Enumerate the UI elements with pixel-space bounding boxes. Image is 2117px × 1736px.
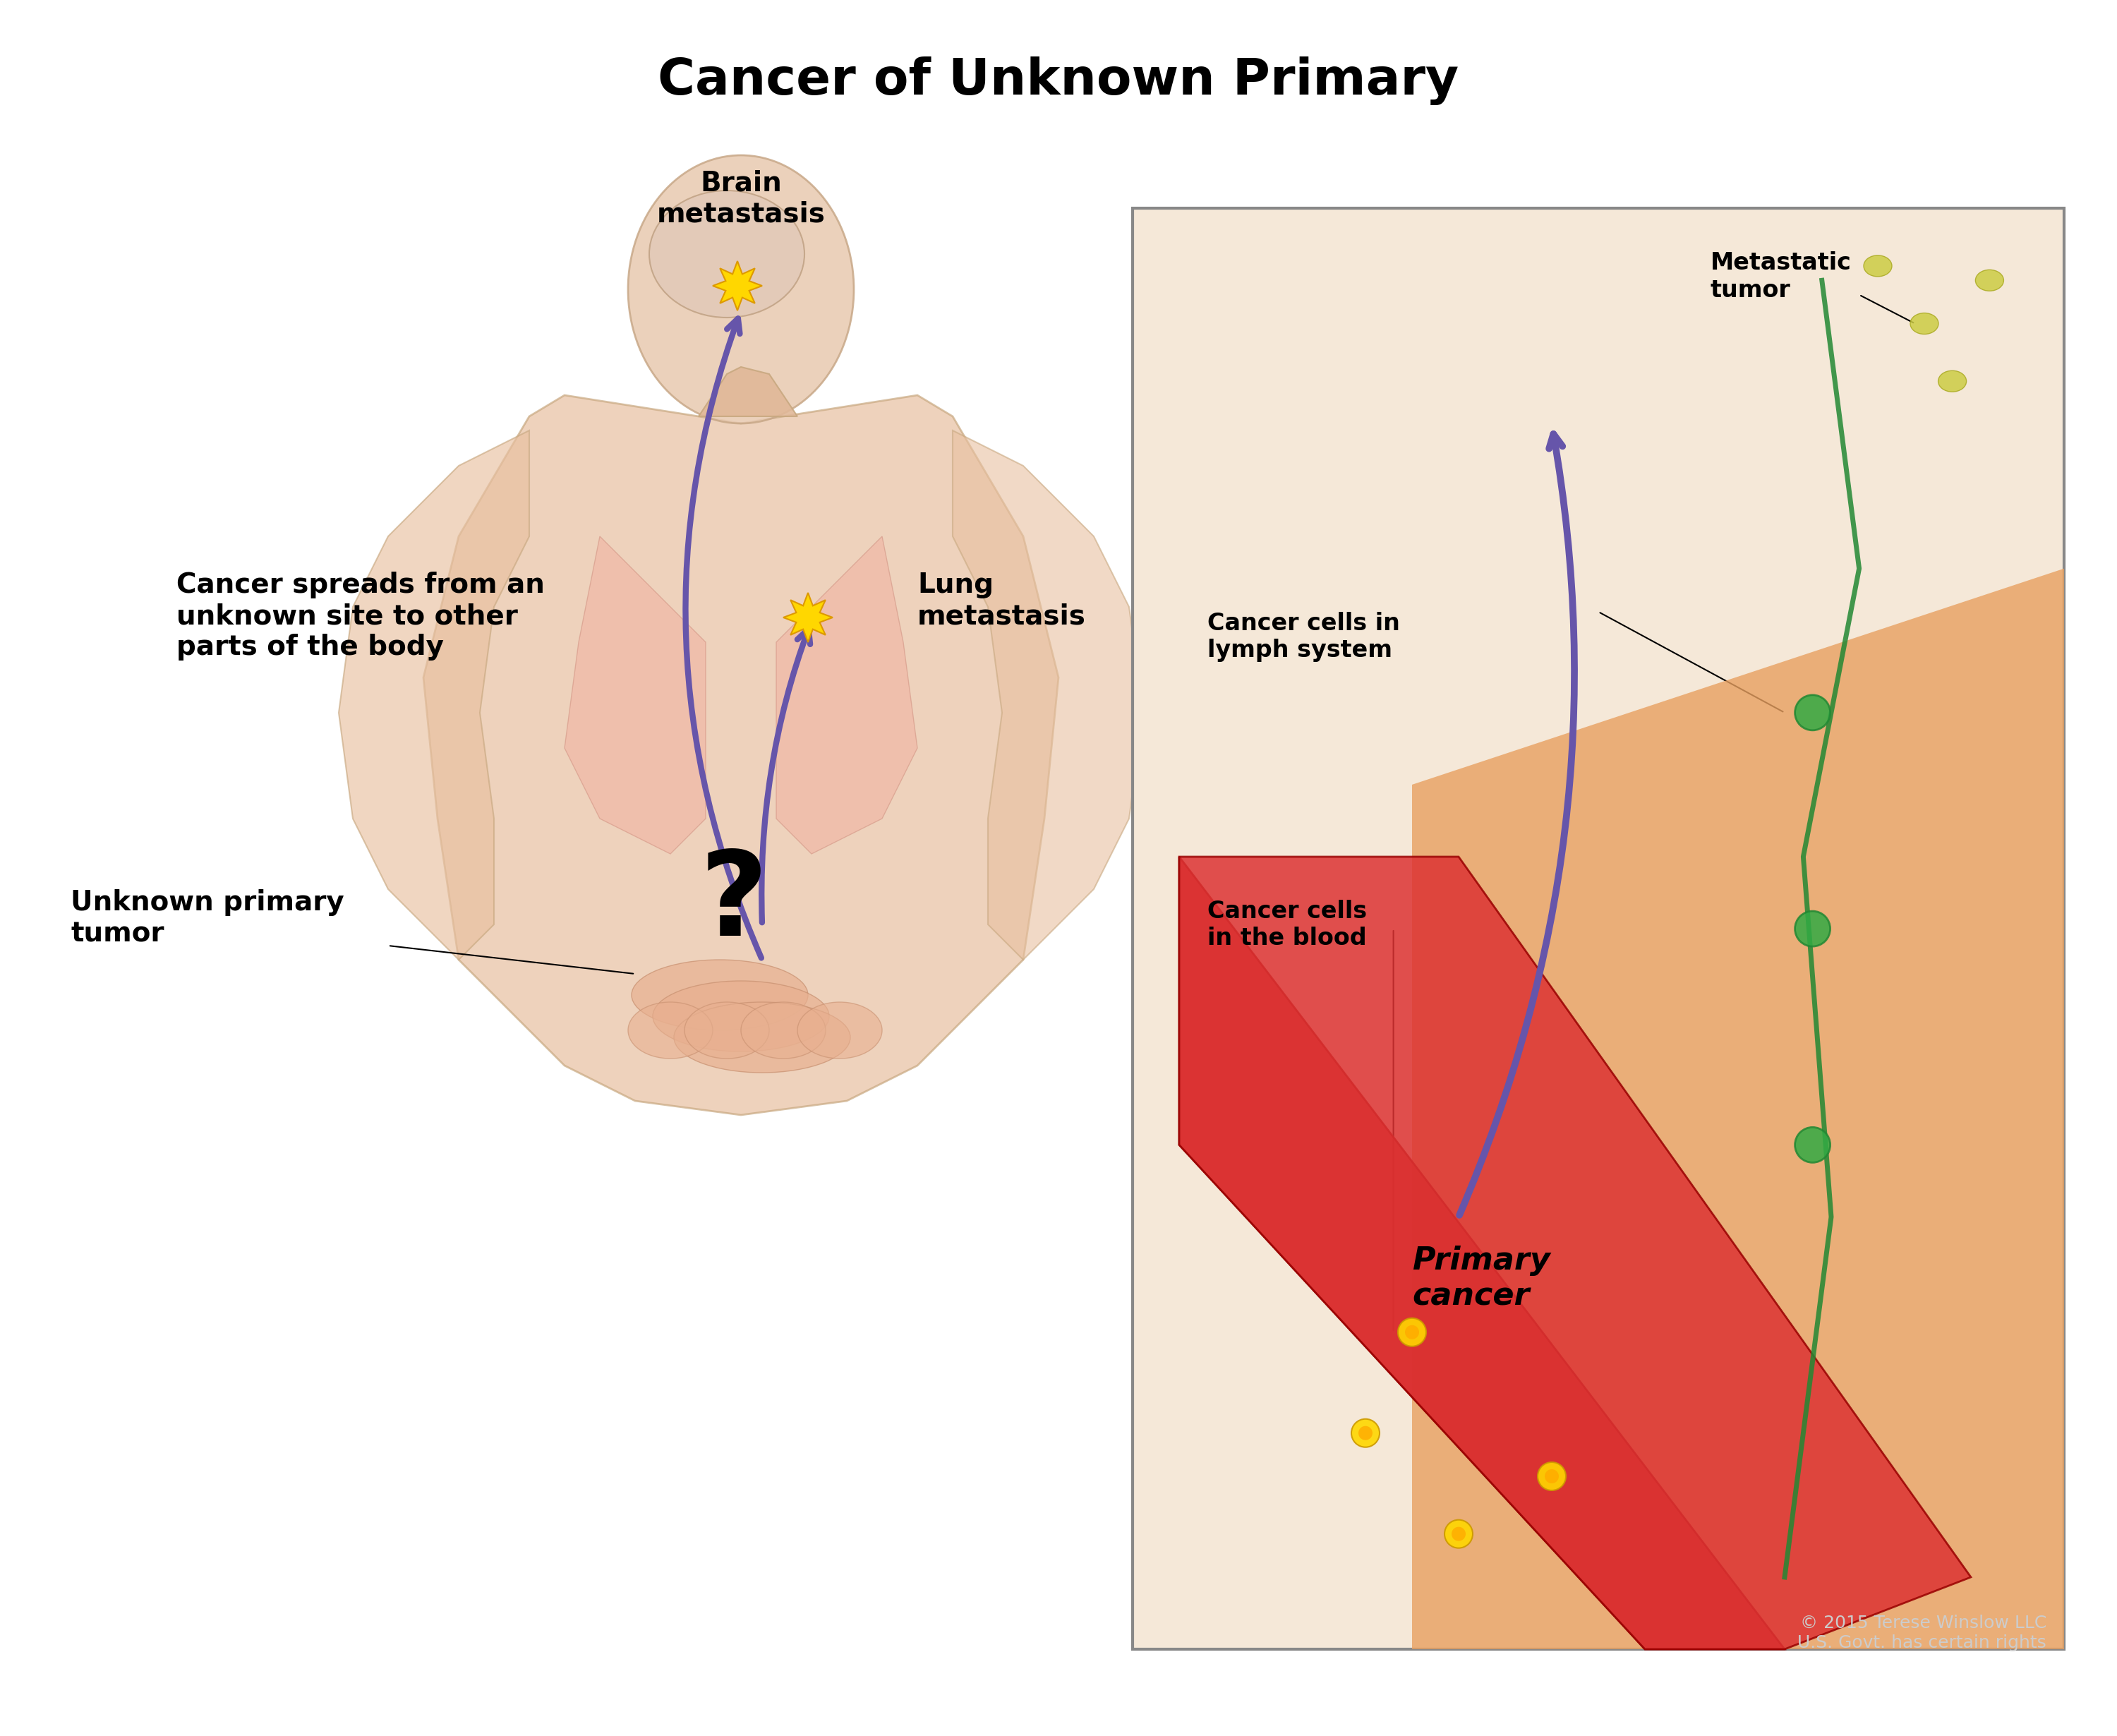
Circle shape [1452,1528,1465,1542]
Polygon shape [783,592,832,642]
Text: Metastatic
tumor: Metastatic tumor [1711,252,1850,302]
Ellipse shape [650,191,804,318]
FancyArrowPatch shape [1459,434,1575,1215]
Circle shape [1351,1418,1380,1448]
Ellipse shape [631,960,809,1029]
Polygon shape [1179,858,1785,1649]
Text: ?: ? [701,845,768,960]
Ellipse shape [1939,372,1967,392]
Ellipse shape [629,155,853,424]
Text: Primary
cancer: Primary cancer [1412,1246,1550,1311]
Text: Lung
metastasis: Lung metastasis [917,571,1086,630]
Circle shape [1795,911,1831,946]
Circle shape [1406,1325,1418,1338]
Polygon shape [713,260,762,311]
FancyArrowPatch shape [762,628,811,922]
Circle shape [1795,694,1831,731]
Ellipse shape [629,1002,713,1059]
Text: Unknown primary
tumor: Unknown primary tumor [70,889,345,948]
Polygon shape [777,536,917,854]
Text: Cancer cells in
lymph system: Cancer cells in lymph system [1207,611,1399,661]
Ellipse shape [1910,312,1939,333]
Text: Cancer spreads from an
unknown site to other
parts of the body: Cancer spreads from an unknown site to o… [176,571,544,660]
Polygon shape [1179,858,1971,1649]
Text: © 2015 Terese Winslow LLC
U.S. Govt. has certain rights: © 2015 Terese Winslow LLC U.S. Govt. has… [1797,1614,2047,1651]
Circle shape [1795,1127,1831,1163]
Ellipse shape [741,1002,826,1059]
Circle shape [1359,1425,1372,1441]
Ellipse shape [673,1002,851,1073]
Ellipse shape [798,1002,883,1059]
Text: Cancer of Unknown Primary: Cancer of Unknown Primary [658,57,1459,106]
FancyArrowPatch shape [686,318,762,958]
Polygon shape [423,396,1058,1115]
Polygon shape [1412,569,2064,1649]
FancyBboxPatch shape [1133,208,2064,1649]
Circle shape [1397,1318,1427,1347]
Circle shape [1444,1519,1473,1549]
Polygon shape [565,536,705,854]
Text: Brain
metastasis: Brain metastasis [656,170,826,227]
Ellipse shape [652,981,830,1052]
Ellipse shape [1975,269,2003,292]
Circle shape [1545,1469,1558,1483]
Circle shape [1537,1462,1567,1491]
Polygon shape [339,431,529,960]
Ellipse shape [1863,255,1893,276]
Polygon shape [953,431,1143,960]
Polygon shape [699,366,798,417]
Ellipse shape [684,1002,768,1059]
Text: Cancer cells
in the blood: Cancer cells in the blood [1207,899,1368,950]
